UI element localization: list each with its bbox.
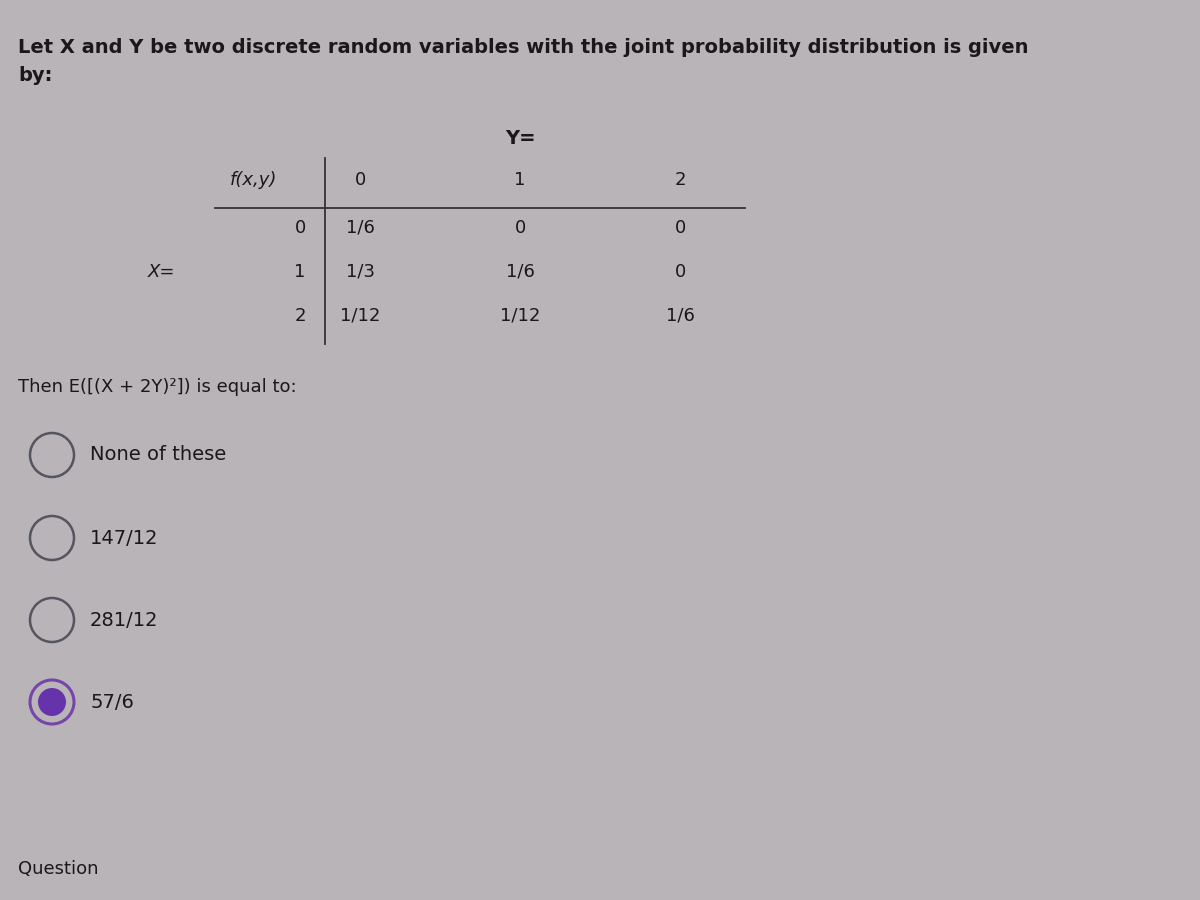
Text: Then E([(X + 2Y)²]) is equal to:: Then E([(X + 2Y)²]) is equal to: bbox=[18, 378, 296, 396]
Text: Let X and Y be two discrete random variables with the joint probability distribu: Let X and Y be two discrete random varia… bbox=[18, 38, 1028, 85]
Text: 1/12: 1/12 bbox=[340, 307, 380, 325]
Text: 147/12: 147/12 bbox=[90, 528, 158, 547]
Text: 1: 1 bbox=[515, 171, 526, 189]
Text: 0: 0 bbox=[294, 219, 306, 237]
Text: Question: Question bbox=[18, 860, 98, 878]
Text: 1/12: 1/12 bbox=[500, 307, 540, 325]
Text: 1/3: 1/3 bbox=[346, 263, 374, 281]
Text: 0: 0 bbox=[354, 171, 366, 189]
Text: 2: 2 bbox=[674, 171, 685, 189]
Text: 1/6: 1/6 bbox=[666, 307, 695, 325]
Text: 0: 0 bbox=[674, 219, 685, 237]
Circle shape bbox=[38, 688, 66, 716]
Text: 1/6: 1/6 bbox=[505, 263, 534, 281]
Text: X=: X= bbox=[148, 263, 175, 281]
Text: 0: 0 bbox=[674, 263, 685, 281]
Text: 0: 0 bbox=[515, 219, 526, 237]
Text: 57/6: 57/6 bbox=[90, 692, 134, 712]
Text: None of these: None of these bbox=[90, 446, 227, 464]
Text: 1: 1 bbox=[294, 263, 306, 281]
Text: Y=: Y= bbox=[505, 129, 535, 148]
Text: f(x,y): f(x,y) bbox=[230, 171, 277, 189]
Text: 1/6: 1/6 bbox=[346, 219, 374, 237]
Text: 281/12: 281/12 bbox=[90, 610, 158, 629]
Text: 2: 2 bbox=[294, 307, 306, 325]
